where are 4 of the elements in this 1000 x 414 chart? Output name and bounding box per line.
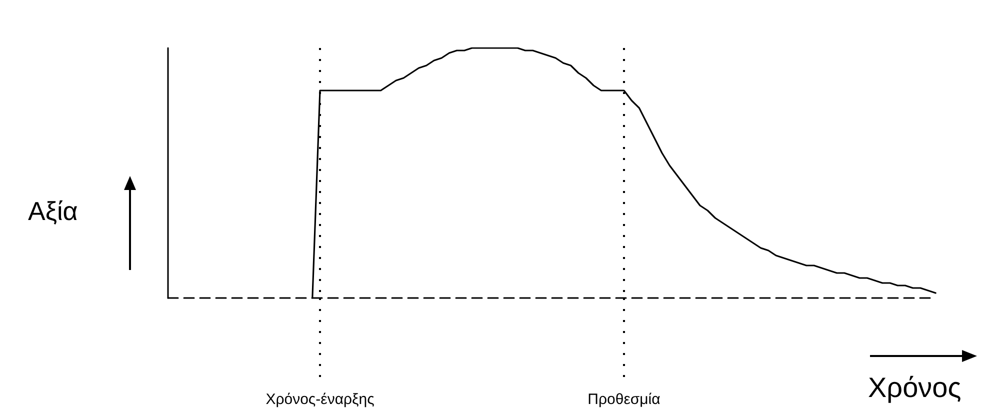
x-axis-title: Χρόνος: [868, 372, 962, 404]
y-axis-title: Αξία: [28, 196, 78, 227]
x-tick-label: Χρόνος-έναρξης: [266, 391, 374, 408]
x-tick-label: Προθεσμία: [588, 391, 661, 408]
